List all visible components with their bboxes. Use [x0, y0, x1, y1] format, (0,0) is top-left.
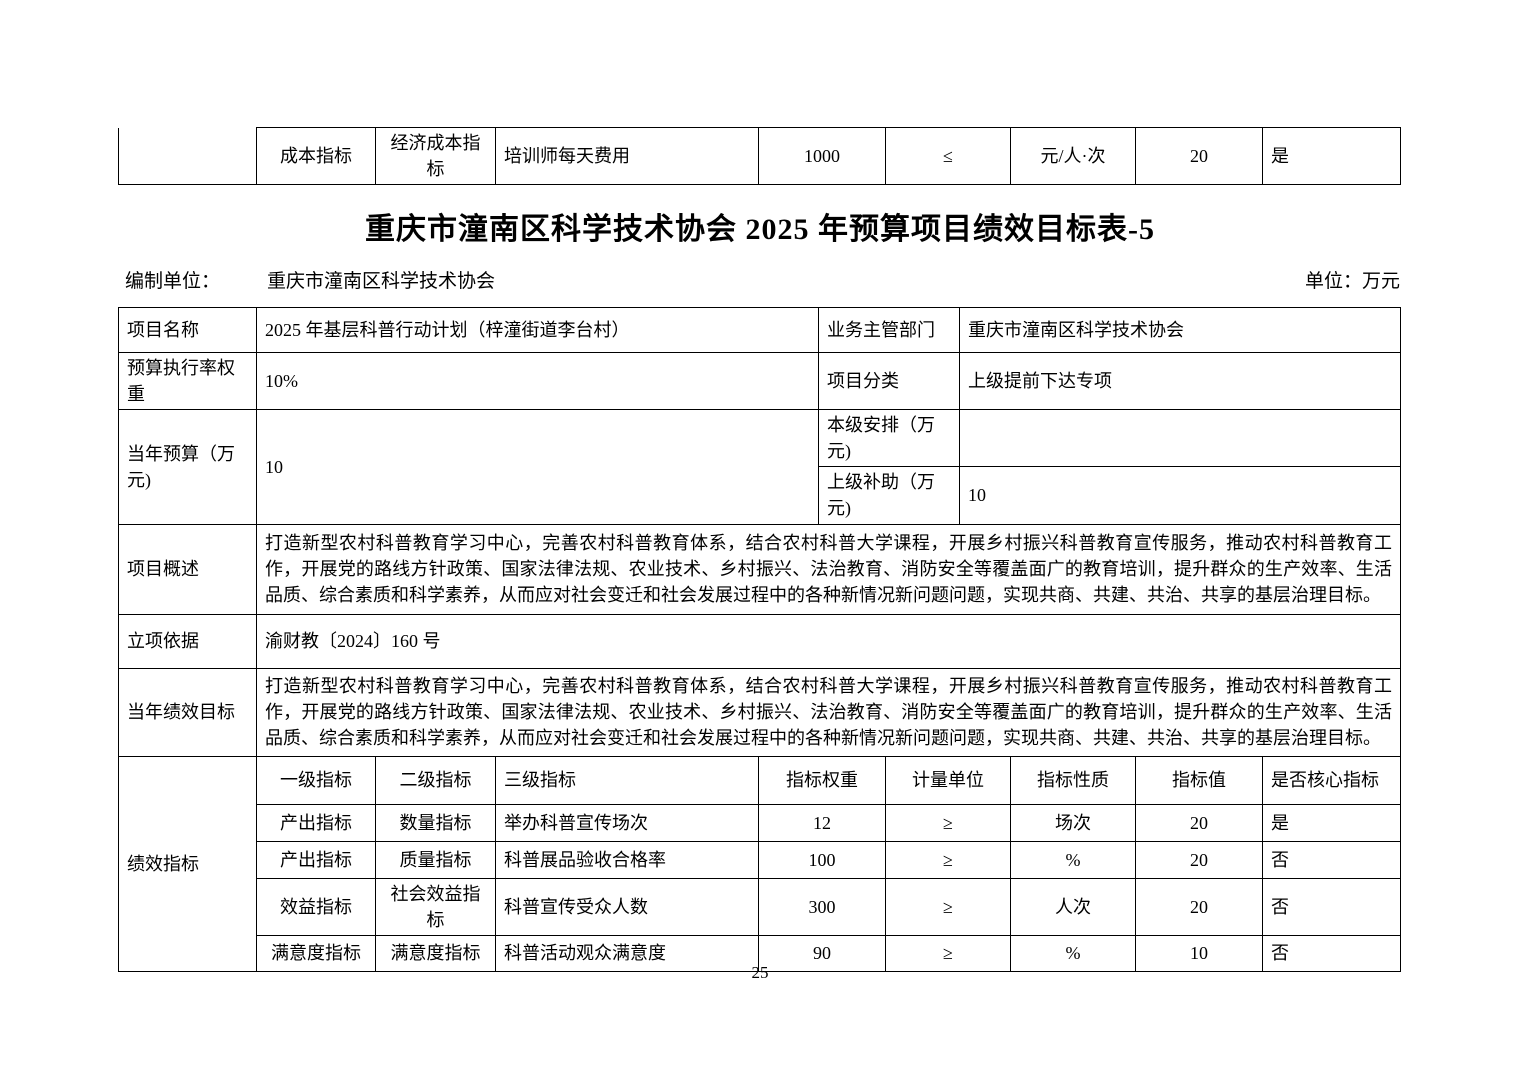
indicator-core: 否	[1262, 877, 1401, 936]
performance-table: 项目名称 2025 年基层科普行动计划（梓潼街道李台村） 业务主管部门 重庆市潼…	[118, 307, 1401, 972]
indicator-level3: 科普展品验收合格率	[495, 840, 759, 879]
indicator-row: 满意度指标 满意度指标 科普活动观众满意度 90 ≥ % 10 否	[119, 934, 1401, 972]
indicator-direction: ≥	[885, 840, 1011, 879]
basis-value: 渝财教〔2024〕160 号	[256, 613, 1401, 669]
carryover-cell-empty	[118, 127, 257, 186]
header-weight: 指标权重	[758, 755, 886, 805]
carryover-row: 成本指标 经济成本指标 培训师每天费用 1000 ≤ 元/人·次 20 是	[118, 126, 1401, 186]
budget-label: 当年预算（万元)	[118, 409, 257, 525]
indicator-level3: 科普宣传受众人数	[495, 877, 759, 936]
header-core: 是否核心指标	[1262, 755, 1401, 805]
superior-subsidy-label: 上级补助（万元)	[818, 466, 960, 525]
row-exec-rate: 预算执行率权重 10% 项目分类 上级提前下达专项	[118, 351, 1401, 411]
indicator-level2: 数量指标	[375, 803, 496, 842]
local-arrangement-label: 本级安排（万元)	[818, 409, 960, 468]
unit-label: 单位：万元	[1304, 271, 1400, 292]
row-budget-local: 当年预算（万元) 10 本级安排（万元)	[118, 409, 1401, 525]
indicator-unit: 场次	[1010, 803, 1136, 842]
header-value: 指标值	[1135, 755, 1263, 805]
indicator-unit: %	[1010, 840, 1136, 879]
indicator-core: 是	[1262, 803, 1401, 842]
header-level2: 二级指标	[375, 755, 496, 805]
indicator-level2: 社会效益指标	[375, 877, 496, 936]
indicator-value: 20	[1135, 803, 1263, 842]
exec-rate-label: 预算执行率权重	[118, 351, 257, 411]
header-level1: 一级指标	[256, 755, 376, 805]
indicator-direction: ≥	[885, 803, 1011, 842]
row-overview: 项目概述 打造新型农村科普教育学习中心，完善农村科普教育体系，结合农村科普大学课…	[118, 523, 1401, 615]
project-name-value: 2025 年基层科普行动计划（梓潼街道李台村）	[256, 307, 819, 353]
row-goal: 当年绩效目标 打造新型农村科普教育学习中心，完善农村科普教育体系，结合农村科普大…	[118, 667, 1401, 757]
carryover-cell-value: 20	[1135, 126, 1263, 186]
project-name-label: 项目名称	[118, 307, 257, 353]
indicator-unit: 人次	[1010, 877, 1136, 936]
prepared-by-value: 重庆市潼南区科学技术协会	[267, 271, 496, 292]
meta-row: 编制单位： 重庆市潼南区科学技术协会 单位：万元	[118, 266, 1400, 293]
carryover-table: 成本指标 经济成本指标 培训师每天费用 1000 ≤ 元/人·次 20 是	[118, 126, 1401, 186]
indicator-level2: 质量指标	[375, 840, 496, 879]
carryover-cell-level1: 成本指标	[256, 126, 376, 186]
indicator-direction: ≥	[885, 934, 1011, 972]
overview-value: 打造新型农村科普教育学习中心，完善农村科普教育体系，结合农村科普大学课程，开展乡…	[256, 523, 1401, 615]
indicator-weight: 90	[758, 934, 886, 972]
indicator-level2: 满意度指标	[375, 934, 496, 972]
row-superior-subsidy: 上级补助（万元) 10	[119, 466, 1401, 525]
indicator-weight: 300	[758, 877, 886, 936]
indicator-level1: 满意度指标	[256, 934, 376, 972]
indicator-unit: %	[1010, 934, 1136, 972]
indicator-weight: 100	[758, 840, 886, 879]
prepared-by: 编制单位： 重庆市潼南区科学技术协会	[118, 266, 495, 293]
exec-rate-value: 10%	[256, 351, 819, 411]
prepared-by-label: 编制单位：	[125, 271, 221, 292]
carryover-cell-weight: 1000	[758, 126, 886, 186]
header-nature: 指标性质	[1010, 755, 1136, 805]
basis-label: 立项依据	[118, 613, 257, 669]
indicator-weight: 12	[758, 803, 886, 842]
page-number: 25	[751, 963, 769, 982]
indicator-section-label: 绩效指标	[118, 755, 257, 972]
budget-value: 10	[256, 409, 819, 525]
goal-value: 打造新型农村科普教育学习中心，完善农村科普教育体系，结合农村科普大学课程，开展乡…	[256, 667, 1401, 757]
indicator-direction: ≥	[885, 877, 1011, 936]
local-arrangement-value	[959, 409, 1401, 468]
carryover-cell-unit: 元/人·次	[1010, 126, 1136, 186]
indicator-core: 否	[1262, 840, 1401, 879]
overview-label: 项目概述	[118, 523, 257, 615]
carryover-cell-core: 是	[1262, 126, 1401, 186]
indicator-level1: 产出指标	[256, 803, 376, 842]
indicator-row: 产出指标 数量指标 举办科普宣传场次 12 ≥ 场次 20 是	[119, 803, 1401, 842]
category-value: 上级提前下达专项	[959, 351, 1401, 411]
indicator-level1: 效益指标	[256, 877, 376, 936]
indicator-level1: 产出指标	[256, 840, 376, 879]
category-label: 项目分类	[818, 351, 960, 411]
goal-label: 当年绩效目标	[118, 667, 257, 757]
dept-value: 重庆市潼南区科学技术协会	[959, 307, 1401, 353]
carryover-cell-direction: ≤	[885, 126, 1011, 186]
row-basis: 立项依据 渝财教〔2024〕160 号	[118, 613, 1401, 669]
indicator-row: 效益指标 社会效益指标 科普宣传受众人数 300 ≥ 人次 20 否	[119, 877, 1401, 936]
page-title: 重庆市潼南区科学技术协会 2025 年预算项目绩效目标表-5	[365, 213, 1155, 246]
indicator-level3: 举办科普宣传场次	[495, 803, 759, 842]
indicator-value: 10	[1135, 934, 1263, 972]
indicator-level3: 科普活动观众满意度	[495, 934, 759, 972]
indicator-header-row: 绩效指标 一级指标 二级指标 三级指标 指标权重 计量单位 指标性质 指标值 是…	[118, 755, 1401, 972]
superior-subsidy-value: 10	[959, 466, 1401, 525]
indicator-row: 产出指标 质量指标 科普展品验收合格率 100 ≥ % 20 否	[119, 840, 1401, 879]
indicator-core: 否	[1262, 934, 1401, 972]
indicator-value: 20	[1135, 877, 1263, 936]
header-level3: 三级指标	[495, 755, 759, 805]
dept-label: 业务主管部门	[818, 307, 960, 353]
carryover-cell-level2: 经济成本指标	[375, 126, 496, 186]
indicator-value: 20	[1135, 840, 1263, 879]
header-unit: 计量单位	[885, 755, 1011, 805]
carryover-cell-level3: 培训师每天费用	[495, 126, 759, 186]
row-project-name: 项目名称 2025 年基层科普行动计划（梓潼街道李台村） 业务主管部门 重庆市潼…	[118, 307, 1401, 353]
